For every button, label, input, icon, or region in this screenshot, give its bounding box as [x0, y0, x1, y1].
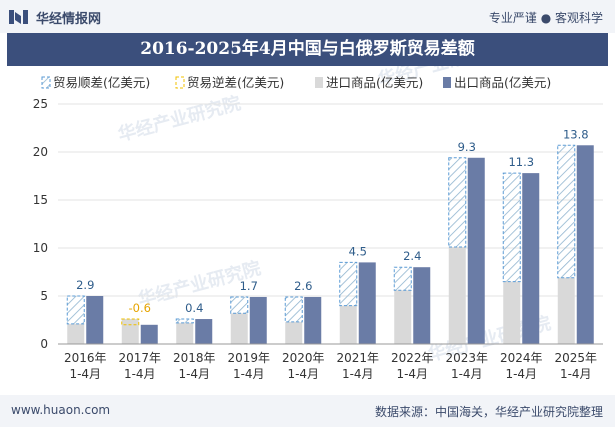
x-tick-label: 2025年 1-4月: [554, 351, 597, 381]
export-bar: [576, 145, 594, 344]
export-bar: [358, 262, 376, 344]
surplus-bar: [175, 318, 194, 324]
surplus-bar: [66, 295, 85, 325]
x-tick-label: 2022年 1-4月: [391, 351, 434, 381]
import-bar: [557, 277, 575, 344]
export-bar: [522, 173, 540, 344]
import-bar: [448, 247, 466, 344]
balance-data-label: -0.6: [129, 301, 151, 315]
x-tick-label: 2020年 1-4月: [282, 351, 325, 381]
huajing-logo-icon: [9, 10, 28, 24]
x-axis: 2016年 1-4月 2017年 1-4月 2018年 1-4月 2019年 1-4月 2020…: [58, 343, 603, 381]
balance-data-label: 11.3: [508, 155, 534, 169]
export-bar: [467, 157, 485, 344]
import-bar: [339, 305, 357, 344]
surplus-bar: [448, 157, 467, 248]
legend-swatch: [315, 77, 323, 88]
x-tick-label: 2019年 1-4月: [227, 351, 270, 381]
import-bar: [176, 322, 194, 344]
balance-data-label: 2.4: [403, 249, 421, 263]
import-bar: [285, 321, 303, 344]
website-link[interactable]: www.huaon.com: [11, 403, 111, 417]
x-tick-label: 2021年 1-4月: [336, 351, 379, 381]
footer-bar: www.huaon.com 数据来源：中国海关，华经产业研究院整理: [0, 395, 615, 427]
deficit-bar: [121, 318, 140, 326]
y-tick-label: 15: [33, 193, 48, 207]
x-tick-label: 2018年 1-4月: [173, 351, 216, 381]
y-tick-label: 5: [40, 289, 48, 303]
import-bar: [67, 323, 85, 344]
x-tick-label: 2023年 1-4月: [445, 351, 488, 381]
surplus-bar: [339, 261, 358, 307]
balance-data-label: 4.5: [349, 244, 367, 258]
chart-legend: 贸易顺差(亿美元) 贸易逆差(亿美元) 进口商品(亿美元) 出口商品(亿美元): [41, 75, 551, 90]
y-axis: 0 5 10 15 20 25: [33, 97, 48, 351]
watermark-text: 华经产业研究院: [116, 92, 243, 146]
surplus-bar: [393, 266, 412, 291]
y-tick-label: 10: [33, 241, 48, 255]
legend-swatch: [443, 77, 451, 88]
surplus-bar: [557, 144, 576, 279]
legend-label: 出口商品(亿美元): [454, 75, 551, 90]
export-bar: [195, 319, 213, 344]
export-bar: [413, 267, 431, 344]
import-bar: [121, 319, 139, 344]
import-bar: [394, 290, 412, 344]
balance-data-label: 2.9: [76, 278, 94, 292]
surplus-bar: [284, 296, 303, 323]
chart-title: 2016-2025年4月中国与白俄罗斯贸易差额: [7, 33, 608, 66]
balance-data-label: 2.6: [294, 279, 312, 293]
legend-swatch: [41, 76, 51, 89]
surplus-bar: [230, 296, 249, 314]
y-tick-label: 25: [33, 97, 48, 111]
x-tick-label: 2024年 1-4月: [500, 351, 543, 381]
legend-label: 贸易顺差(亿美元): [53, 75, 150, 90]
bar-layer: 2.9 -0.6 0.4 1.7 2.6 4.5 2.4 9.3 11.3 13.8: [66, 127, 594, 344]
balance-data-label: 9.3: [458, 140, 476, 154]
export-bar: [304, 296, 322, 344]
balance-data-label: 1.7: [240, 279, 258, 293]
export-bar: [86, 296, 104, 344]
import-bar: [503, 281, 521, 344]
x-tick-label: 2017年 1-4月: [118, 351, 161, 381]
data-source: 数据来源：中国海关，华经产业研究院整理: [374, 405, 603, 419]
export-bar: [140, 324, 158, 344]
slogan: 专业严谨 ● 客观科学: [488, 11, 603, 25]
balance-data-label: 13.8: [563, 127, 589, 141]
brand-name: 华经情报网: [36, 12, 102, 27]
top-bar: 华经情报网 专业严谨 ● 客观科学: [0, 0, 615, 33]
x-tick-label: 2016年 1-4月: [64, 351, 107, 381]
balance-data-label: 0.4: [185, 301, 203, 315]
y-tick-label: 20: [33, 145, 48, 159]
legend-swatch: [175, 76, 185, 89]
trade-balance-chart: 华经产业研究院华经产业研究院华经产业研究院华经产业研究院 贸易顺差(亿美元)贸易…: [33, 66, 603, 381]
export-bar: [249, 296, 267, 344]
import-bar: [230, 313, 248, 344]
surplus-bar: [502, 172, 521, 283]
y-tick-label: 0: [40, 337, 48, 351]
legend-label: 贸易逆差(亿美元): [187, 75, 284, 90]
legend-label: 进口商品(亿美元): [326, 75, 423, 90]
